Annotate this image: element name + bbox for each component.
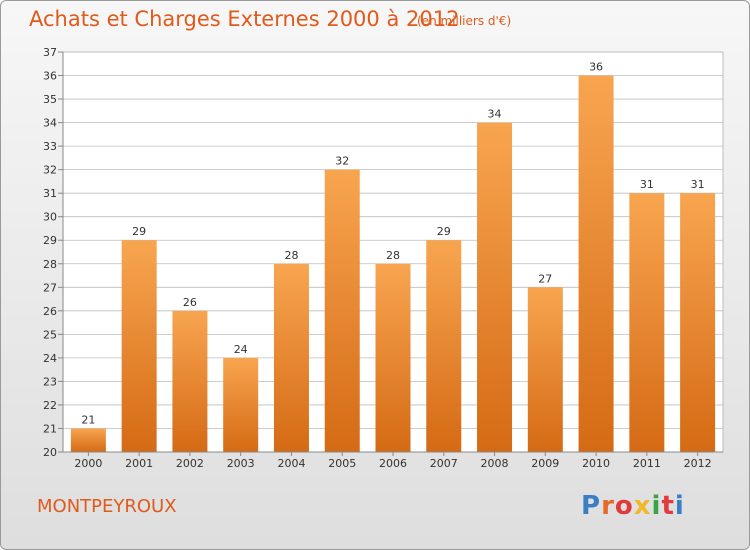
y-tick-label: 36 xyxy=(43,70,57,83)
x-tick-label: 2001 xyxy=(125,457,153,470)
y-tick-label: 21 xyxy=(43,422,57,435)
bar xyxy=(273,263,309,452)
x-tick-label: 2009 xyxy=(531,457,559,470)
data-label: 28 xyxy=(386,249,400,262)
chart-subtitle: (en milliers d'€) xyxy=(417,14,512,28)
proxiti-logo[interactable]: Proxiti xyxy=(581,491,685,521)
bar xyxy=(375,263,411,452)
x-tick-label: 2011 xyxy=(633,457,661,470)
y-tick-label: 30 xyxy=(43,211,57,224)
y-tick-label: 25 xyxy=(43,328,57,341)
y-tick-label: 23 xyxy=(43,375,57,388)
data-label: 36 xyxy=(589,61,603,74)
x-tick-label: 2006 xyxy=(379,457,407,470)
y-tick-label: 37 xyxy=(43,46,57,59)
logo-letter: x xyxy=(633,491,652,521)
y-tick-label: 32 xyxy=(43,164,57,177)
bar xyxy=(527,287,563,452)
y-tick-label: 20 xyxy=(43,446,57,459)
y-tick-label: 27 xyxy=(43,281,57,294)
y-tick-label: 31 xyxy=(43,187,57,200)
data-label: 34 xyxy=(488,108,502,121)
bar xyxy=(223,357,259,452)
logo-letter: P xyxy=(581,491,602,521)
y-tick-label: 34 xyxy=(43,117,57,130)
y-tick-label: 29 xyxy=(43,234,57,247)
x-tick-label: 2004 xyxy=(277,457,305,470)
data-label: 31 xyxy=(640,178,654,191)
data-label: 27 xyxy=(538,272,552,285)
data-label: 21 xyxy=(81,413,95,426)
y-tick-label: 33 xyxy=(43,140,57,153)
bar xyxy=(578,75,614,452)
y-tick-label: 22 xyxy=(43,399,57,412)
x-tick-label: 2005 xyxy=(328,457,356,470)
bar xyxy=(324,169,360,452)
data-label: 29 xyxy=(132,225,146,238)
x-tick-label: 2008 xyxy=(481,457,509,470)
y-tick-label: 24 xyxy=(43,352,57,365)
x-tick-label: 2012 xyxy=(684,457,712,470)
data-label: 24 xyxy=(234,343,248,356)
bar xyxy=(629,193,665,453)
y-tick-label: 26 xyxy=(43,305,57,318)
bar xyxy=(70,428,106,452)
data-label: 29 xyxy=(437,225,451,238)
x-tick-label: 2002 xyxy=(176,457,204,470)
bar xyxy=(172,310,208,452)
bar xyxy=(680,193,716,453)
y-tick-label: 35 xyxy=(43,93,57,106)
x-tick-label: 2010 xyxy=(582,457,610,470)
data-label: 31 xyxy=(691,178,705,191)
data-label: 28 xyxy=(284,249,298,262)
x-tick-label: 2000 xyxy=(74,457,102,470)
bar xyxy=(426,240,462,452)
data-label: 32 xyxy=(335,155,349,168)
logo-letter: i xyxy=(674,491,685,521)
x-tick-label: 2003 xyxy=(227,457,255,470)
data-label: 26 xyxy=(183,296,197,309)
y-tick-label: 28 xyxy=(43,258,57,271)
bar xyxy=(121,240,157,452)
bar xyxy=(477,122,513,453)
commune-name: MONTPEYROUX xyxy=(37,496,177,517)
chart-title: Achats et Charges Externes 2000 à 2012 xyxy=(29,7,460,31)
x-tick-label: 2007 xyxy=(430,457,458,470)
logo-letter: t xyxy=(661,491,675,521)
logo-letter: i xyxy=(651,491,662,521)
logo-letter: o xyxy=(614,491,634,521)
logo-letter: r xyxy=(601,491,615,521)
